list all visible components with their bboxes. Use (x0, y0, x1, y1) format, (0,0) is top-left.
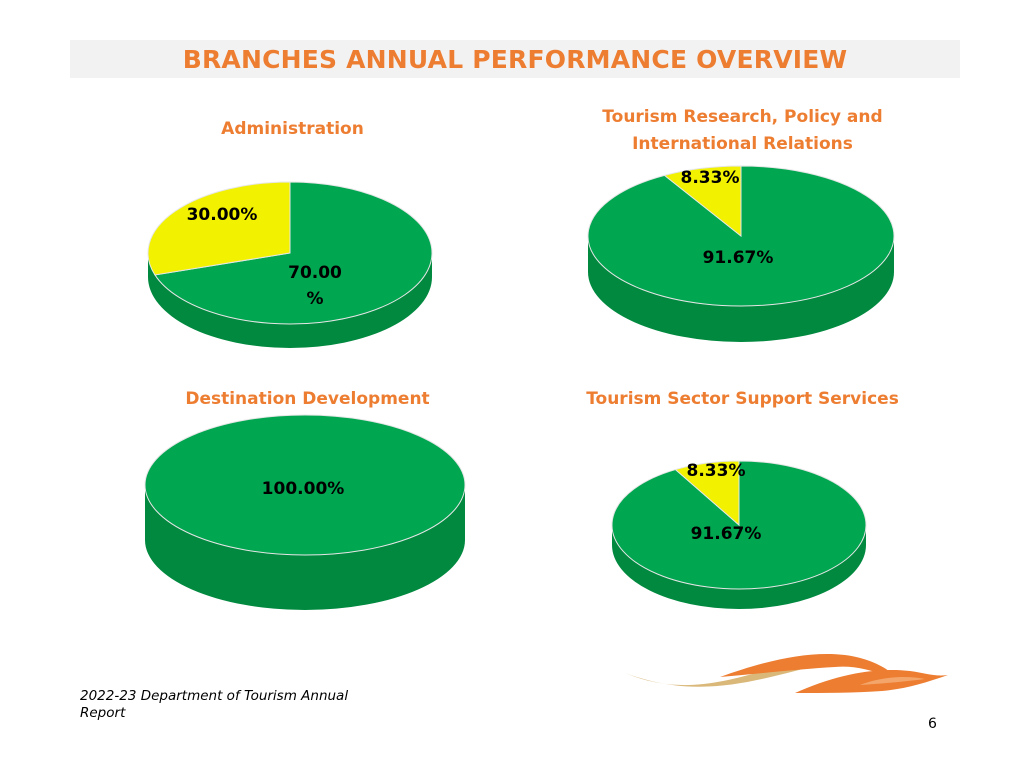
pie-slice (611, 460, 867, 590)
chart-title-tourism-sector-support: Tourism Sector Support Services (586, 389, 899, 409)
pie-side (145, 485, 465, 610)
slice-label: 91.67% (691, 524, 762, 544)
slice-label: 70.00% (288, 263, 342, 309)
footer-report-name: 2022-23 Department of Tourism Annual Rep… (80, 688, 349, 721)
chart-title-destination-development: Destination Development (185, 389, 430, 409)
pie-slice (154, 181, 433, 325)
slide-title: BRANCHES ANNUAL PERFORMANCE OVERVIEW (182, 44, 848, 74)
slice-label: 30.00% (187, 205, 258, 225)
pie-chart-2: 91.67% 8.33% (587, 165, 895, 342)
pie-chart-1: 70.00 % 30.00% (147, 181, 433, 348)
pie-side (588, 236, 894, 342)
pie-side (148, 253, 432, 348)
slice-label: 100.00% (262, 479, 345, 499)
chart-title-administration: Administration (221, 119, 364, 139)
slide-title-bar: BRANCHES ANNUAL PERFORMANCE OVERVIEW (70, 40, 960, 78)
pie-slice (663, 165, 742, 238)
pie-slice (674, 460, 740, 527)
pie-chart-4: 91.67% 8.33% (611, 460, 867, 609)
pie-slice (147, 181, 291, 276)
pie-chart-3: 100.00% (144, 414, 466, 610)
slice-label: 8.33% (681, 168, 740, 188)
page-number: 6 (928, 716, 937, 732)
pie-slice (144, 414, 466, 556)
chart-title-tourism-research: Tourism Research, Policy and Internationa… (602, 107, 883, 154)
pie-side (612, 525, 866, 609)
slice-label: 91.67% (703, 248, 774, 268)
department-logo (625, 653, 948, 693)
slice-label: 8.33% (687, 461, 746, 481)
